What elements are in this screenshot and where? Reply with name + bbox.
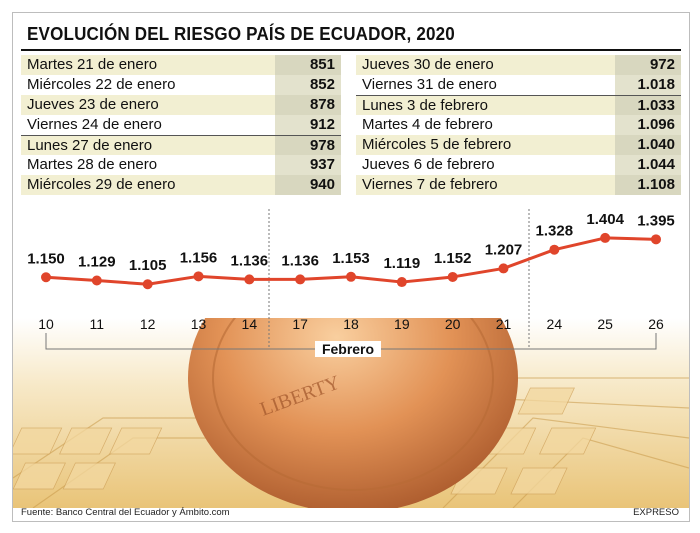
table-row: Lunes 3 de febrero 1.033 <box>356 95 681 116</box>
row-value: 940 <box>275 175 341 195</box>
row-value: 978 <box>275 136 341 156</box>
row-date: Jueves 30 de enero <box>362 56 494 73</box>
row-date: Miércoles 22 de enero <box>27 76 176 93</box>
x-tick-label: 19 <box>394 316 410 332</box>
table-row: Martes 21 de enero 851 <box>21 55 341 75</box>
table-row: Viernes 7 de febrero 1.108 <box>356 175 681 195</box>
x-tick-label: 10 <box>38 316 54 332</box>
table-row: Lunes 27 de enero 978 <box>21 135 341 156</box>
x-tick-label: 20 <box>445 316 461 332</box>
row-value: 1.018 <box>615 75 681 95</box>
row-date: Viernes 31 de enero <box>362 76 497 93</box>
chart-title: EVOLUCIÓN DEL RIESGO PAÍS DE ECUADOR, 20… <box>27 23 455 44</box>
table-row: Miércoles 29 de enero 940 <box>21 175 341 195</box>
table-row: Viernes 24 de enero 912 <box>21 115 341 135</box>
data-point <box>447 271 458 282</box>
row-value: 1.108 <box>615 175 681 195</box>
table-row: Viernes 31 de enero 1.018 <box>356 75 681 95</box>
data-point <box>41 272 51 283</box>
row-date: Miércoles 29 de enero <box>27 176 176 193</box>
row-date: Viernes 24 de enero <box>27 116 162 133</box>
title-bar: EVOLUCIÓN DEL RIESGO PAÍS DE ECUADOR, 20… <box>21 21 681 51</box>
line-chart: Febrero 1.150 10 1.129 11 1.105 12 1.156 13 1.136… <box>27 209 675 357</box>
row-date: Miércoles 5 de febrero <box>362 136 512 153</box>
data-label: 1.136 <box>281 252 319 269</box>
data-label: 1.129 <box>78 254 116 271</box>
x-tick-label: 12 <box>140 316 156 332</box>
x-tick-label: 26 <box>648 316 664 332</box>
x-tick-label: 11 <box>90 316 105 332</box>
row-value: 912 <box>275 115 341 135</box>
data-label: 1.395 <box>637 212 675 229</box>
data-point <box>498 263 509 274</box>
data-point <box>346 271 356 282</box>
row-value: 852 <box>275 75 341 95</box>
table-row: Jueves 30 de enero 972 <box>356 55 681 75</box>
coin-keyboard-image: LIBERTY <box>13 318 689 508</box>
data-label: 1.136 <box>231 252 269 269</box>
x-tick-label: 17 <box>292 316 308 332</box>
x-axis-label-bg <box>315 341 381 357</box>
data-label: 1.105 <box>129 257 167 274</box>
data-point <box>142 279 153 290</box>
data-point <box>295 274 306 285</box>
table-row: Martes 28 de enero 937 <box>21 155 341 175</box>
source-note: Fuente: Banco Central del Ecuador y Ámbi… <box>21 507 230 518</box>
row-date: Jueves 23 de enero <box>27 96 159 113</box>
row-value: 937 <box>275 155 341 175</box>
data-point <box>651 234 661 245</box>
row-date: Martes 21 de enero <box>27 56 158 73</box>
row-date: Jueves 6 de febrero <box>362 156 495 173</box>
data-label: 1.207 <box>485 241 523 258</box>
row-value: 1.040 <box>615 135 681 155</box>
row-value: 972 <box>615 55 681 75</box>
row-value: 1.096 <box>615 115 681 135</box>
x-tick-label: 21 <box>496 316 512 332</box>
data-point <box>396 277 407 288</box>
x-tick-label: 25 <box>597 316 613 332</box>
data-label: 1.156 <box>180 249 218 266</box>
data-label: 1.328 <box>536 223 574 240</box>
data-label: 1.152 <box>434 250 472 267</box>
row-value: 1.033 <box>615 96 681 116</box>
data-point <box>549 244 560 255</box>
row-date: Viernes 7 de febrero <box>362 176 498 193</box>
row-date: Lunes 3 de febrero <box>362 97 488 114</box>
x-tick-label: 24 <box>547 316 563 332</box>
infographic-frame: EVOLUCIÓN DEL RIESGO PAÍS DE ECUADOR, 20… <box>12 12 690 522</box>
data-point <box>91 275 102 286</box>
x-tick-label: 18 <box>343 316 359 332</box>
data-label: 1.119 <box>383 255 420 272</box>
row-date: Lunes 27 de enero <box>27 137 153 154</box>
table-january: Martes 21 de enero 851 Miércoles 22 de ene… <box>21 55 341 195</box>
data-label: 1.153 <box>332 250 370 267</box>
x-axis-label: Febrero <box>322 341 374 357</box>
row-value: 1.044 <box>615 155 681 175</box>
row-value: 851 <box>275 55 341 75</box>
data-point <box>193 271 204 282</box>
coin <box>188 318 518 508</box>
row-value: 878 <box>275 95 341 115</box>
brand-label: EXPRESO <box>633 507 679 518</box>
table-february: Jueves 30 de enero 972 Viernes 31 de enero… <box>356 55 681 195</box>
data-point <box>600 232 611 243</box>
data-label: 1.404 <box>586 211 624 228</box>
table-row: Martes 4 de febrero 1.096 <box>356 115 681 135</box>
x-tick-label: 14 <box>242 316 258 332</box>
table-row: Miércoles 5 de febrero 1.040 <box>356 135 681 155</box>
row-date: Martes 4 de febrero <box>362 116 493 133</box>
row-date: Martes 28 de enero <box>27 156 158 173</box>
data-label: 1.150 <box>27 250 65 267</box>
table-row: Jueves 6 de febrero 1.044 <box>356 155 681 175</box>
table-row: Jueves 23 de enero 878 <box>21 95 341 115</box>
table-row: Miércoles 22 de enero 852 <box>21 75 341 95</box>
data-point <box>244 274 255 285</box>
x-tick-label: 13 <box>191 316 207 332</box>
